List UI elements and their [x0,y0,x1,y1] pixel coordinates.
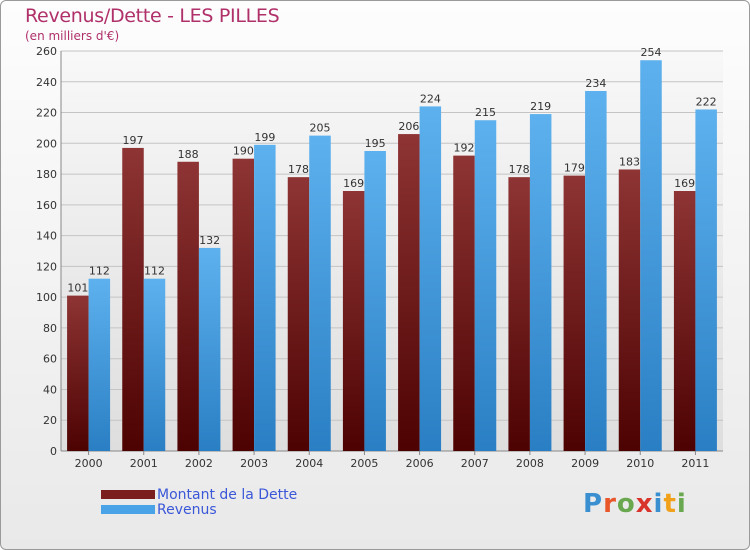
y-tick-label: 240 [36,76,57,89]
data-label-revenus: 112 [144,265,165,278]
x-tick-label: 2002 [185,457,213,470]
data-label-dette: 179 [564,162,585,175]
bar-revenus [640,60,662,451]
data-label-revenus: 205 [310,122,331,135]
bar-revenus [88,278,111,451]
data-label-revenus: 224 [420,92,441,105]
data-label-dette: 169 [343,177,364,190]
x-tick-label: 2007 [461,457,489,470]
legend-swatch-dette [101,490,155,499]
y-tick-label: 140 [36,230,57,243]
bar-revenus [364,151,386,451]
bar-dette [508,177,530,451]
x-tick-label: 2011 [681,457,709,470]
chart-title: Revenus/Dette - LES PILLES [25,5,280,27]
y-tick-label: 40 [43,383,57,396]
legend-item-revenus: Revenus [101,501,297,518]
proxiti-logo: Proxiti [583,489,687,519]
bar-dette [563,175,586,451]
logo-letter: r [603,489,617,519]
data-label-revenus: 112 [89,265,110,278]
logo-letter: i [653,489,664,519]
data-label-dette: 169 [674,177,695,190]
y-tick-label: 80 [43,322,57,335]
bar-revenus [529,114,552,452]
bar-revenus [198,247,221,451]
bar-revenus [143,278,166,451]
data-label-dette: 190 [233,145,254,158]
y-tick-label: 160 [36,199,57,212]
bar-dette [398,134,420,452]
y-tick-label: 200 [36,137,57,150]
logo-letter: x [635,489,654,519]
data-label-dette: 183 [619,155,640,168]
x-tick-label: 2004 [295,457,323,470]
y-tick-label: 100 [36,291,57,304]
bar-dette [122,147,144,451]
data-label-revenus: 132 [199,234,220,247]
y-tick-label: 120 [36,260,57,273]
legend-label-revenus: Revenus [157,501,217,518]
y-tick-label: 20 [43,414,57,427]
data-label-dette: 178 [509,163,530,176]
data-label-dette: 101 [67,282,88,295]
bar-revenus [419,106,442,451]
bar-dette [673,191,696,451]
chart-subtitle: (en milliers d'€) [25,29,120,43]
logo-letter: t [663,489,677,519]
y-tick-label: 180 [36,168,57,181]
bar-dette [287,177,310,451]
y-tick-label: 0 [50,445,57,458]
bar-dette [232,158,255,451]
data-label-revenus: 234 [585,77,606,90]
bar-revenus [309,135,331,451]
x-tick-label: 2008 [516,457,544,470]
data-label-dette: 192 [454,142,475,155]
legend: Montant de la Dette Revenus [101,486,298,518]
data-label-dette: 197 [123,134,144,147]
x-tick-label: 2006 [406,457,434,470]
bar-revenus [695,109,717,451]
x-tick-label: 2010 [626,457,654,470]
x-tick-label: 2000 [75,457,103,470]
x-tick-label: 2003 [240,457,268,470]
data-label-dette: 206 [398,120,419,133]
data-label-revenus: 254 [641,46,662,59]
plot-area [61,51,723,451]
legend-swatch-revenus [101,505,155,514]
bar-dette [453,155,475,451]
data-label-dette: 188 [178,148,199,161]
data-label-revenus: 222 [696,95,717,108]
y-tick-label: 60 [43,353,57,366]
data-label-revenus: 199 [254,131,275,144]
y-tick-label: 220 [36,107,57,120]
data-label-dette: 178 [288,163,309,176]
bar-dette [177,161,199,451]
logo-letter: i [676,489,687,519]
bar-revenus [254,144,276,451]
x-tick-label: 2001 [130,457,158,470]
logo-letter: P [583,489,604,519]
bar-dette [342,191,365,451]
bar-revenus [474,120,497,451]
data-label-revenus: 195 [365,137,386,150]
bar-revenus [585,91,607,451]
bar-dette [618,169,641,451]
x-tick-label: 2005 [350,457,378,470]
data-label-revenus: 219 [530,100,551,113]
bar-dette [67,295,89,451]
x-tick-label: 2009 [571,457,599,470]
data-label-revenus: 215 [475,106,496,119]
legend-label-dette: Montant de la Dette [157,486,298,503]
logo-letter: o [616,489,636,519]
y-tick-label: 260 [36,45,57,58]
legend-item-dette: Montant de la Dette [101,486,298,503]
